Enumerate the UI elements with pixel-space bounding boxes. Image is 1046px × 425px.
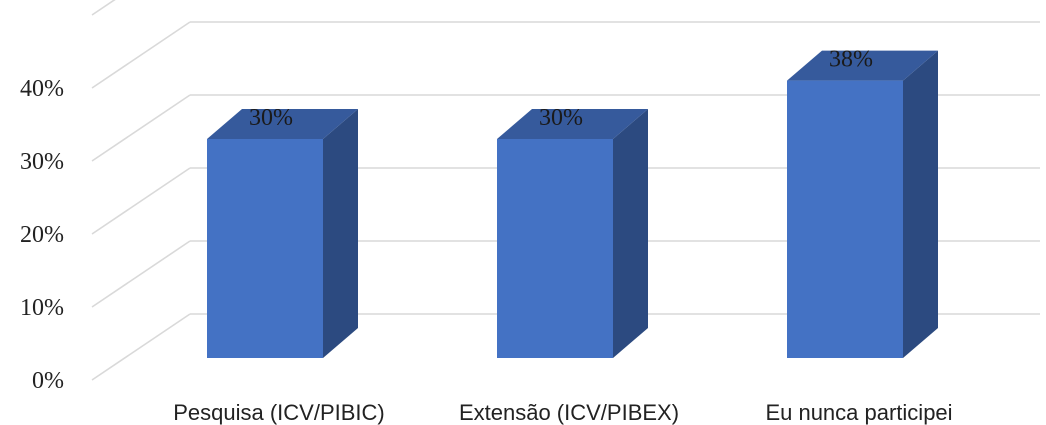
y-axis: 0% 10% 20% 30% 40%: [20, 76, 64, 394]
gridline-diagonal-10: [91, 240, 191, 308]
y-tick-label-20: 20%: [20, 222, 64, 248]
bar-side-3: [903, 50, 938, 358]
bar-top-1: [207, 109, 358, 139]
gridline-diagonal-50: [91, 0, 116, 16]
gridline-diagonal-20: [91, 167, 191, 235]
y-tick-label-30: 30%: [20, 149, 64, 175]
bar-2: [497, 109, 648, 358]
category-label-1: Pesquisa (ICV/PIBIC): [173, 400, 385, 425]
y-tick-label-40: 40%: [20, 76, 64, 102]
gridline-diagonal-40: [91, 21, 191, 89]
bar-front-2: [497, 139, 613, 358]
bar-front-3: [787, 80, 903, 358]
bar-top-3: [787, 50, 938, 81]
data-label-2: 30%: [539, 105, 583, 131]
bar-front-1: [207, 139, 323, 358]
gridline-diagonal-0: [91, 313, 191, 381]
bar-1: [207, 109, 358, 358]
category-label-2: Extensão (ICV/PIBEX): [459, 400, 679, 425]
gridline-diagonal-30: [91, 94, 191, 162]
data-label-3: 38%: [829, 47, 873, 73]
y-tick-label-10: 10%: [20, 295, 64, 321]
bar-side-2: [613, 109, 648, 358]
data-label-1: 30%: [249, 105, 293, 131]
bar-layer: [207, 50, 938, 358]
bar-side-1: [323, 109, 358, 358]
bar-3: [787, 50, 938, 358]
y-tick-label-0: 0%: [32, 368, 64, 394]
category-label-3: Eu nunca participei: [765, 400, 952, 425]
bar-top-2: [497, 109, 648, 139]
label-layer: 30% Pesquisa (ICV/PIBIC) 30% Extensão (ICV/…: [173, 47, 952, 425]
